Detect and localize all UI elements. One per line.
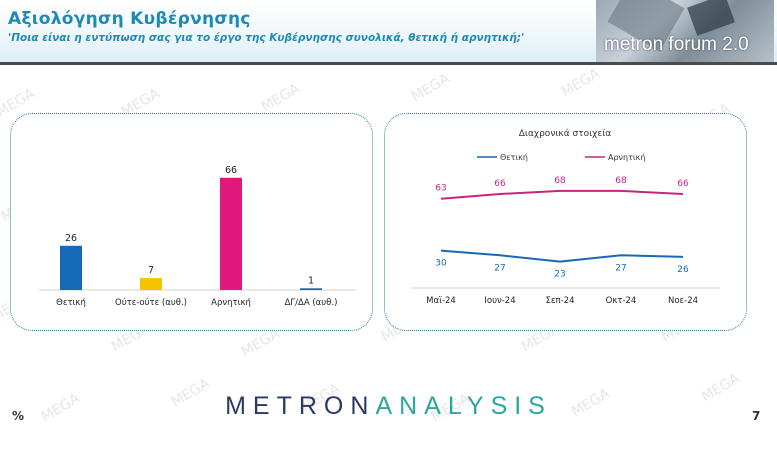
category-label: Ιουν-24	[484, 296, 515, 306]
data-label: 68	[615, 176, 627, 186]
category-label: Αρνητική	[211, 298, 251, 308]
brand-part-analysis: ANALYSIS	[375, 392, 552, 420]
unit-label: %	[12, 409, 25, 423]
page-subtitle: 'Ποια είναι η εντύπωση σας για το έργο τ…	[8, 32, 525, 44]
chart-title: Διαχρονικά στοιχεία	[519, 129, 612, 139]
watermark-text: MEGA	[258, 80, 303, 116]
data-label: 26	[65, 233, 77, 244]
category-label: Νοε-24	[668, 296, 698, 306]
page-number: 7	[752, 409, 761, 423]
metron-forum-logo: metron forum 2.0	[596, 0, 774, 62]
series-line	[440, 189, 684, 200]
data-label: 23	[554, 270, 565, 280]
page-title: Αξιολόγηση Κυβέρνησης	[8, 9, 251, 29]
data-label: 63	[435, 184, 446, 194]
legend-label: Θετική	[500, 153, 528, 162]
category-label: Θετική	[56, 298, 86, 308]
bar	[140, 278, 162, 290]
data-label: 66	[225, 165, 237, 176]
data-label: 30	[435, 259, 447, 269]
metron-analysis-logo: METRONANALYSIS	[0, 392, 777, 421]
header-divider	[0, 62, 777, 65]
bar-chart-panel: 26 Θετική 7 Ούτε-ούτε (αυθ.) 66 Αρνητική 1 ΔΓ/Δ…	[10, 113, 373, 331]
series-line	[440, 249, 684, 263]
data-label: 66	[494, 179, 506, 189]
category-label: Ούτε-ούτε (αυθ.)	[115, 297, 187, 308]
bar	[220, 177, 242, 290]
brand-part-metron: METRON	[225, 392, 376, 420]
watermark-text: MEGA	[558, 65, 603, 101]
data-label: 27	[615, 263, 626, 273]
data-label: 7	[148, 265, 154, 276]
watermark-text: MEGA	[408, 70, 453, 106]
category-label: Μαϊ-24	[426, 296, 456, 306]
line-chart-panel: Διαχρονικά στοιχεία Θετική Αρνητική 30 27 23 2…	[384, 113, 747, 331]
data-label: 66	[677, 179, 689, 189]
data-label: 1	[308, 275, 314, 286]
bar-chart: 26 Θετική 7 Ούτε-ούτε (αυθ.) 66 Αρνητική 1 ΔΓ/Δ…	[39, 165, 356, 308]
logo-text: metron forum 2.0	[604, 34, 749, 55]
bar	[60, 245, 82, 290]
category-label: Σεπ-24	[546, 296, 575, 306]
category-label: ΔΓ/ΔΑ (αυθ.)	[285, 298, 338, 308]
legend-label: Αρνητική	[608, 153, 645, 162]
data-label: 68	[554, 176, 566, 186]
data-label: 26	[677, 265, 689, 275]
bar	[300, 288, 322, 290]
line-chart: Διαχρονικά στοιχεία Θετική Αρνητική 30 27 23 2…	[411, 129, 720, 306]
data-label: 27	[494, 263, 505, 273]
category-label: Οκτ-24	[606, 296, 637, 306]
logo-graphic	[687, 0, 735, 36]
